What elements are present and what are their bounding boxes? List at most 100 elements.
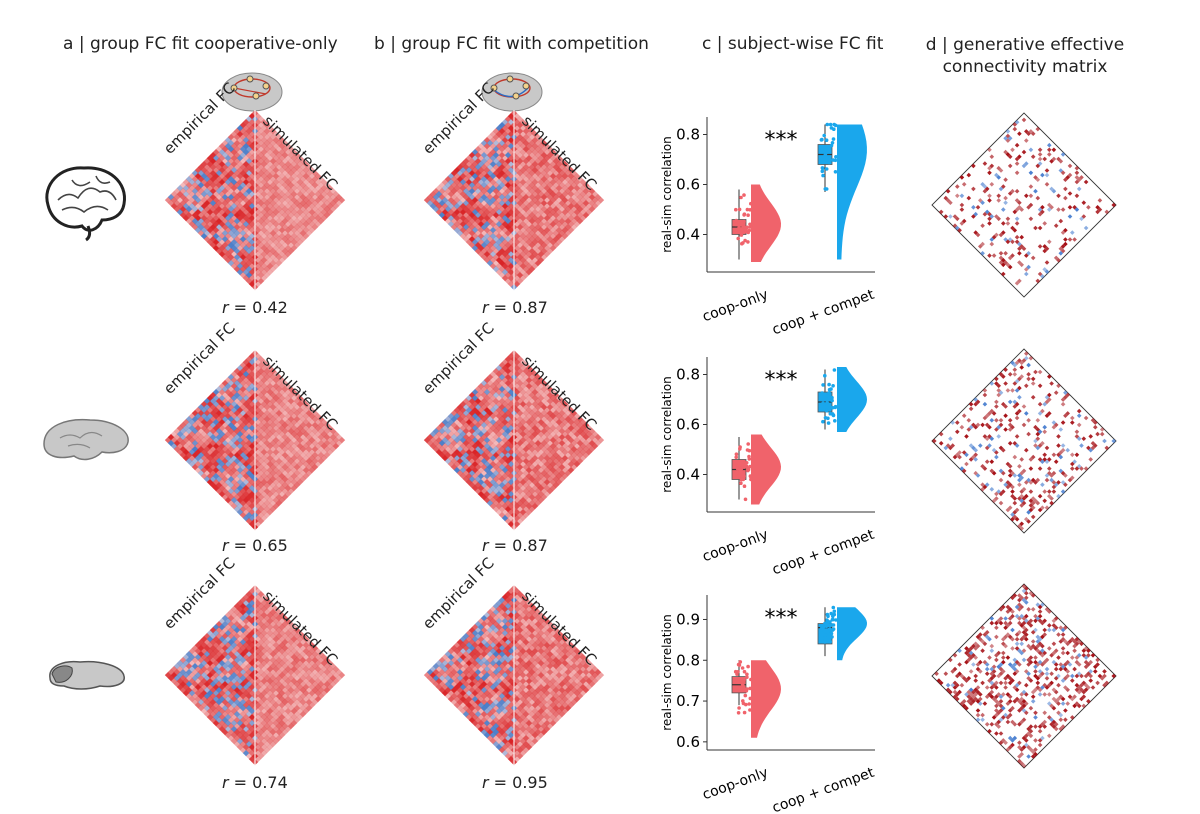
x-tick-label: coop + compet bbox=[770, 765, 877, 814]
subject-point bbox=[746, 442, 750, 446]
r-number: = 0.87 bbox=[493, 298, 548, 317]
subject-point bbox=[734, 218, 739, 223]
fc-matrix-mouse-compet bbox=[423, 585, 605, 766]
kde-half-violin bbox=[751, 434, 781, 505]
subject-point bbox=[828, 411, 833, 416]
subject-point bbox=[832, 368, 837, 372]
subject-point bbox=[748, 686, 752, 691]
raincloud-chart-macaque: real-sim correlation 0.4 0.6 0.8 *** coop-onl… bbox=[660, 357, 877, 579]
subject-point bbox=[734, 207, 738, 212]
subject-point bbox=[742, 213, 746, 217]
subject-point bbox=[827, 391, 831, 395]
subject-point bbox=[824, 624, 829, 629]
y-tick-label: 0.9 bbox=[676, 610, 700, 628]
subject-point bbox=[821, 625, 826, 629]
x-tick-label: coop + compet bbox=[770, 527, 877, 579]
x-tick-label: coop-only bbox=[700, 765, 770, 804]
subject-point bbox=[827, 382, 831, 387]
kde-half-violin bbox=[837, 367, 867, 432]
subject-point bbox=[831, 384, 835, 388]
subject-point bbox=[742, 484, 747, 488]
subject-point bbox=[831, 605, 836, 610]
subject-point bbox=[825, 401, 829, 405]
network-brain-icon-coop bbox=[221, 72, 283, 112]
y-tick-label: 0.6 bbox=[676, 733, 700, 751]
r-number: = 0.74 bbox=[233, 773, 288, 792]
r-symbol: r bbox=[482, 773, 489, 792]
matrix-cells bbox=[164, 110, 346, 291]
r-symbol: r bbox=[482, 298, 489, 317]
subject-point bbox=[734, 452, 739, 456]
subject-point bbox=[748, 696, 753, 701]
y-tick-label: 0.8 bbox=[676, 126, 700, 144]
subject-point bbox=[746, 240, 750, 244]
subject-point bbox=[744, 702, 748, 707]
ec-cells bbox=[931, 348, 1117, 534]
r-symbol: r bbox=[222, 298, 229, 317]
fc-matrix-macaque-coop bbox=[164, 350, 346, 531]
subject-point bbox=[742, 219, 746, 224]
subject-point bbox=[828, 640, 832, 644]
y-tick-label: 0.8 bbox=[676, 366, 700, 384]
raincloud-chart-human: real-sim correlation 0.4 0.6 0.8 *** coop-onl… bbox=[660, 117, 877, 338]
x-tick-label: coop-only bbox=[700, 287, 770, 326]
subject-point bbox=[823, 416, 828, 420]
subject-point bbox=[741, 699, 745, 703]
subject-point bbox=[739, 195, 743, 200]
subject-point bbox=[829, 126, 834, 130]
subject-point bbox=[748, 474, 753, 479]
subject-point bbox=[820, 391, 824, 395]
subject-point bbox=[827, 159, 831, 164]
r-value-a2: r = 0.74 bbox=[222, 773, 288, 792]
subject-point bbox=[825, 612, 830, 617]
panel-d-title: d | generative effective connectivity ma… bbox=[900, 34, 1150, 78]
fc-matrix-human-compet bbox=[423, 110, 605, 291]
panel-b-title: b | group FC fit with competition bbox=[374, 34, 649, 54]
subject-point bbox=[736, 679, 740, 684]
subject-point bbox=[747, 702, 751, 706]
subject-point bbox=[743, 463, 747, 468]
subject-point bbox=[735, 466, 740, 471]
subject-point bbox=[827, 146, 831, 150]
fc-matrix-macaque-compet bbox=[423, 350, 605, 531]
ec-matrix-human bbox=[931, 112, 1117, 298]
subject-point bbox=[819, 138, 824, 142]
r-value-b2: r = 0.95 bbox=[482, 773, 548, 792]
subject-point bbox=[823, 153, 827, 158]
subject-point bbox=[743, 497, 748, 502]
subject-point bbox=[821, 419, 825, 424]
human-brain-icon bbox=[45, 166, 126, 242]
subject-point bbox=[829, 611, 833, 616]
subject-point bbox=[744, 461, 749, 465]
subject-point bbox=[749, 677, 753, 682]
subject-point bbox=[833, 419, 837, 423]
subject-point bbox=[821, 173, 825, 178]
r-number: = 0.65 bbox=[233, 536, 288, 555]
subject-point bbox=[739, 481, 743, 485]
r-number: = 0.95 bbox=[493, 773, 548, 792]
subject-point bbox=[737, 207, 742, 212]
subject-point bbox=[736, 236, 740, 241]
subject-point bbox=[743, 693, 748, 698]
r-symbol: r bbox=[482, 536, 489, 555]
subject-point bbox=[823, 640, 827, 644]
y-tick-label: 0.8 bbox=[676, 651, 700, 669]
y-axis-label: real-sim correlation bbox=[660, 376, 674, 493]
subject-point bbox=[737, 663, 742, 667]
subject-point bbox=[743, 238, 747, 243]
subject-point bbox=[746, 213, 750, 217]
r-number: = 0.42 bbox=[233, 298, 288, 317]
kde-half-violin bbox=[837, 124, 867, 260]
subject-point bbox=[737, 474, 742, 478]
subject-point bbox=[830, 405, 835, 410]
r-value-a0: r = 0.42 bbox=[222, 298, 288, 317]
subject-point bbox=[831, 617, 835, 622]
ec-matrix-macaque bbox=[931, 348, 1117, 534]
subject-point bbox=[745, 225, 749, 230]
fc-matrix-mouse-coop bbox=[164, 585, 346, 766]
subject-point bbox=[741, 228, 745, 233]
matrix-cells bbox=[164, 350, 346, 531]
subject-point bbox=[745, 672, 749, 677]
kde-half-violin bbox=[751, 184, 781, 262]
subject-point bbox=[819, 155, 824, 160]
